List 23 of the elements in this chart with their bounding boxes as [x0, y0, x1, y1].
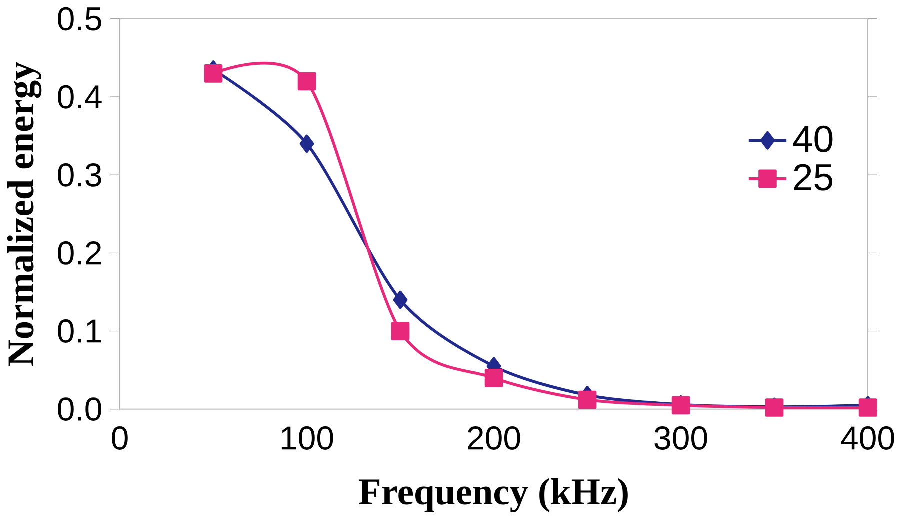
x-axis-title: Frequency (kHz)	[359, 478, 628, 513]
legend-label: 25	[794, 164, 833, 191]
point	[204, 64, 223, 83]
y-tick-label: 0.0	[58, 398, 102, 422]
point	[393, 290, 408, 310]
x-tick-label: 200	[468, 426, 520, 450]
y-tick-label: 0.3	[58, 164, 102, 187]
point	[391, 322, 410, 341]
point	[578, 390, 597, 410]
point	[484, 369, 504, 388]
x-tick-label: 400	[841, 426, 894, 450]
legend-label: 40	[793, 126, 833, 153]
point	[858, 398, 878, 418]
y-tick-label: 0.2	[58, 242, 102, 266]
x-tick-label: 100	[282, 426, 334, 450]
x-tick-label: 0	[112, 426, 128, 450]
point	[298, 72, 316, 91]
y-axis-title: Normalized energy	[7, 62, 42, 366]
x-tick-label: 300	[654, 426, 708, 450]
y-tick-label: 0.5	[58, 7, 102, 31]
point	[300, 134, 314, 154]
y-tick-label: 0.4	[58, 85, 102, 109]
y-tick-label: 0.1	[58, 320, 102, 344]
